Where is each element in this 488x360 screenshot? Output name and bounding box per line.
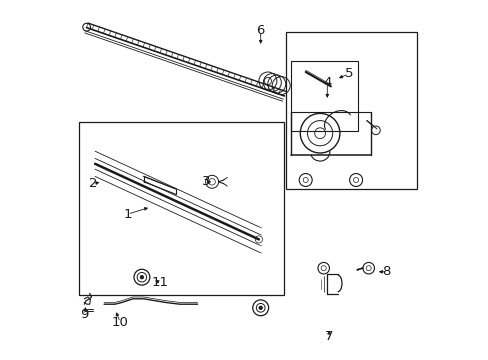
Text: 1: 1	[123, 208, 131, 221]
Bar	[285, 32, 416, 189]
Text: 9: 9	[80, 309, 88, 321]
Text: 5: 5	[344, 67, 352, 80]
Circle shape	[140, 275, 143, 279]
Circle shape	[258, 306, 262, 310]
Text: 7: 7	[324, 330, 333, 343]
Text: 11: 11	[151, 276, 168, 289]
Text: 6: 6	[256, 24, 264, 37]
Text: 4: 4	[323, 76, 331, 89]
Bar	[291, 61, 357, 131]
Text: 2: 2	[89, 177, 97, 190]
Text: 8: 8	[382, 265, 390, 278]
Text: 3: 3	[202, 175, 210, 188]
Bar	[79, 122, 284, 295]
Text: 10: 10	[112, 316, 128, 329]
